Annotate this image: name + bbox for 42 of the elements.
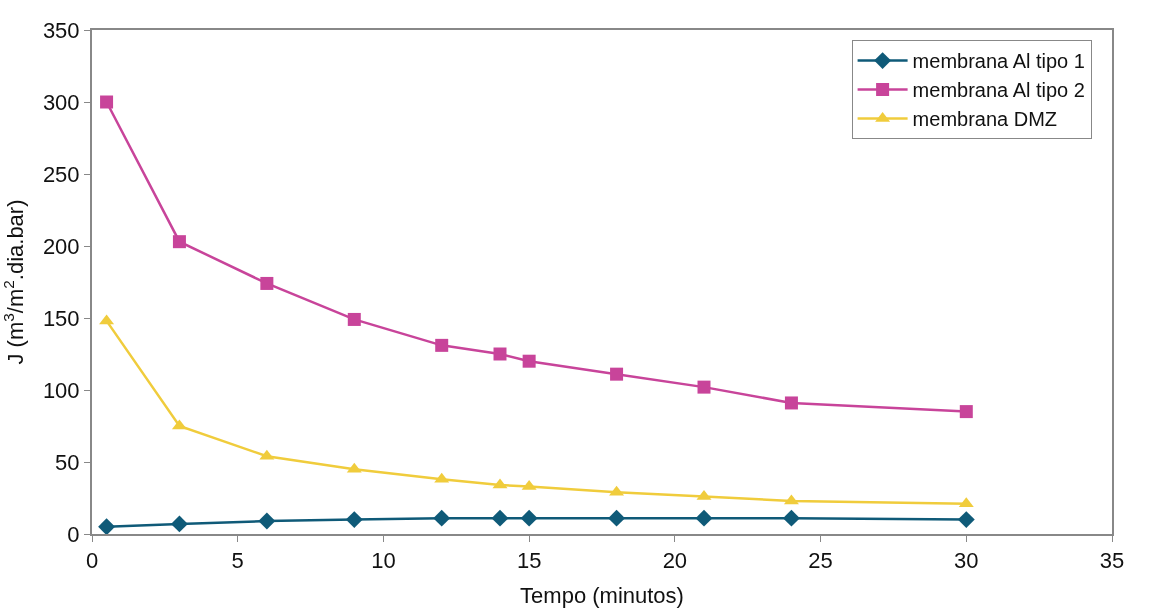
legend-label: membrana DMZ [912, 108, 1058, 131]
point [610, 367, 624, 381]
y-tick-label: 100 [42, 377, 80, 403]
point [258, 512, 276, 530]
point [172, 235, 186, 249]
point [784, 396, 798, 410]
point [608, 509, 626, 527]
x-tick-label: 0 [85, 548, 99, 574]
point [957, 511, 975, 529]
y-tick-label: 300 [42, 89, 80, 115]
legend-label: membrana Al tipo 2 [912, 79, 1085, 102]
x-axis-title: Tempo (minutos) [520, 582, 684, 608]
point [695, 509, 713, 527]
x-tick-label: 15 [516, 548, 542, 574]
x-tick-label: 10 [371, 548, 396, 574]
point [100, 95, 114, 109]
x-tick-label: 25 [808, 548, 833, 574]
point [782, 509, 800, 527]
x-tick-label: 30 [954, 548, 979, 574]
y-tick-label: 250 [42, 161, 80, 187]
point [98, 518, 116, 534]
point [697, 380, 711, 394]
point [345, 511, 363, 529]
point [493, 347, 507, 361]
x-tick-label: 35 [1099, 548, 1125, 574]
x-tick-label: 5 [231, 548, 244, 574]
y-tick-label: 0 [67, 521, 80, 547]
y-tick-label: 200 [42, 233, 80, 259]
point [435, 338, 449, 352]
point [260, 276, 274, 290]
point [522, 354, 536, 368]
point [520, 509, 538, 527]
point [491, 509, 509, 527]
point [347, 312, 361, 326]
point [170, 515, 188, 533]
point [959, 405, 973, 419]
point [433, 509, 451, 527]
legend-label: membrana Al tipo 1 [912, 50, 1085, 73]
y-tick-label: 350 [42, 17, 80, 43]
x-tick-label: 20 [662, 548, 688, 574]
y-tick-label: 50 [55, 449, 80, 475]
y-tick-label: 150 [42, 305, 80, 331]
